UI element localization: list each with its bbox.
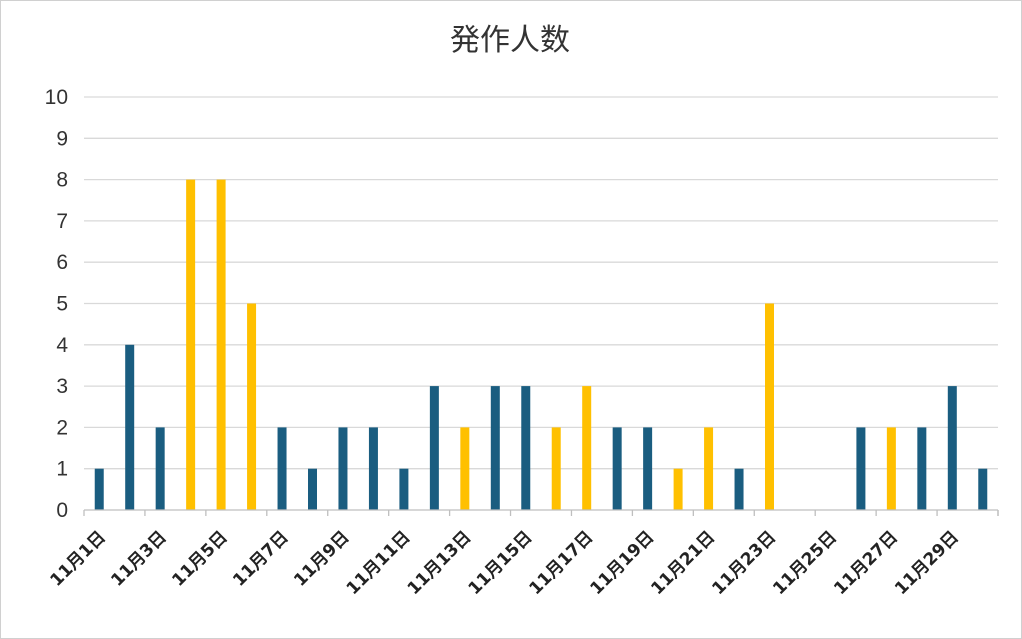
x-tick-label: 11月23日 bbox=[708, 527, 780, 599]
y-tick-label: 2 bbox=[56, 416, 68, 439]
bar bbox=[338, 427, 348, 510]
y-tick-label: 7 bbox=[56, 210, 68, 233]
bar bbox=[765, 303, 774, 510]
x-axis bbox=[83, 509, 999, 516]
bar bbox=[612, 427, 622, 510]
bar bbox=[399, 468, 409, 510]
bar bbox=[947, 386, 957, 510]
bar bbox=[308, 468, 317, 510]
y-tick-label: 1 bbox=[56, 458, 68, 481]
y-tick-label: 0 bbox=[56, 499, 68, 522]
bar bbox=[704, 427, 714, 510]
x-tick-label: 11月1日 bbox=[46, 527, 109, 590]
bar bbox=[277, 427, 287, 510]
bar bbox=[155, 427, 165, 510]
bar bbox=[186, 179, 196, 510]
bar bbox=[429, 386, 439, 510]
bar bbox=[856, 427, 866, 510]
bar bbox=[673, 468, 683, 510]
x-tick-label: 11月19日 bbox=[587, 527, 659, 599]
x-tick-label: 11月9日 bbox=[290, 527, 353, 590]
x-tick-label: 11月21日 bbox=[647, 527, 719, 599]
x-axis-tick-labels: 11月1日11月3日11月5日11月7日11月9日11月11日11月13日11月… bbox=[46, 527, 962, 599]
bar bbox=[917, 427, 927, 510]
x-tick-label: 11月13日 bbox=[404, 527, 476, 599]
x-tick-label: 11月25日 bbox=[769, 527, 841, 599]
bar bbox=[521, 386, 531, 510]
y-tick-label: 6 bbox=[56, 251, 68, 274]
bar bbox=[368, 427, 378, 510]
x-tick-label: 11月17日 bbox=[526, 527, 598, 599]
bar bbox=[94, 468, 104, 510]
y-tick-label: 10 bbox=[45, 86, 68, 109]
y-tick-label: 8 bbox=[56, 169, 68, 192]
x-tick-label: 11月7日 bbox=[229, 527, 292, 590]
bar bbox=[886, 427, 896, 510]
bar bbox=[643, 427, 653, 510]
bar bbox=[734, 468, 744, 510]
x-tick-label: 11月15日 bbox=[465, 527, 537, 599]
bar bbox=[460, 427, 470, 510]
bar bbox=[125, 344, 135, 510]
bar bbox=[216, 179, 226, 510]
bar bbox=[582, 386, 592, 510]
x-tick-label: 11月11日 bbox=[343, 527, 415, 599]
y-tick-label: 9 bbox=[56, 127, 68, 150]
bar-series bbox=[94, 179, 988, 510]
bar bbox=[551, 427, 561, 510]
x-tick-label: 11月3日 bbox=[107, 527, 170, 590]
x-tick-label: 11月5日 bbox=[168, 527, 231, 590]
x-tick-label: 11月27日 bbox=[830, 527, 902, 599]
bar bbox=[490, 386, 500, 510]
y-tick-label: 5 bbox=[56, 293, 68, 316]
y-tick-label: 4 bbox=[56, 334, 68, 357]
x-tick-label: 11月29日 bbox=[891, 527, 963, 599]
bar bbox=[247, 303, 257, 510]
y-tick-label: 3 bbox=[56, 375, 68, 398]
chart-title: 発作人数 bbox=[450, 23, 570, 58]
bar bbox=[978, 468, 988, 510]
y-axis-tick-labels: 0 1 2 3 4 5 6 7 8 9 10 bbox=[45, 86, 69, 522]
gridlines bbox=[84, 96, 998, 470]
